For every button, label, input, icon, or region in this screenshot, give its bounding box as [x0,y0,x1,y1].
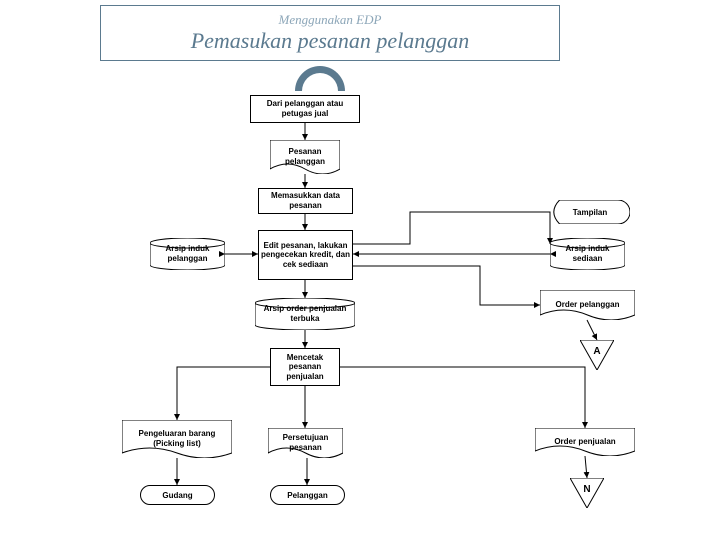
header-circle-accent [295,66,345,91]
db-n8: Arsip order penjualan terbuka [255,298,355,330]
header-box: Menggunakan EDP Pemasukan pesanan pelang… [100,5,560,61]
flowchart-edges [0,0,720,540]
header-title: Pemasukan pesanan pelanggan [111,28,549,54]
display-n6: Tampilan [550,200,630,224]
doc-n13: Persetujuan pesanan [268,428,343,458]
triangle-n17: N [570,478,604,508]
triangle-n11: A [580,340,614,370]
db-n5: Arsip induk pelanggan [150,238,225,270]
terminator-n16: Pelanggan [270,485,345,505]
rect-n1: Dari pelanggan atau petugas jual [250,95,360,123]
db-n7: Arsip induk sediaan [550,238,625,270]
doc-n12: Pengeluaran barang (Picking list) [122,420,232,458]
doc-n9: Order pelanggan [540,290,635,320]
rect-n3: Memasukkan data pesanan [258,188,353,214]
rect-n10: Mencetak pesanan penjualan [270,348,340,386]
doc-n2: Pesanan pelanggan [270,140,340,174]
terminator-n15: Gudang [140,485,215,505]
doc-n14: Order penjualan [535,428,635,456]
header-subtitle: Menggunakan EDP [111,12,549,28]
rect-n4: Edit pesanan, lakukan pengecekan kredit,… [258,230,353,280]
